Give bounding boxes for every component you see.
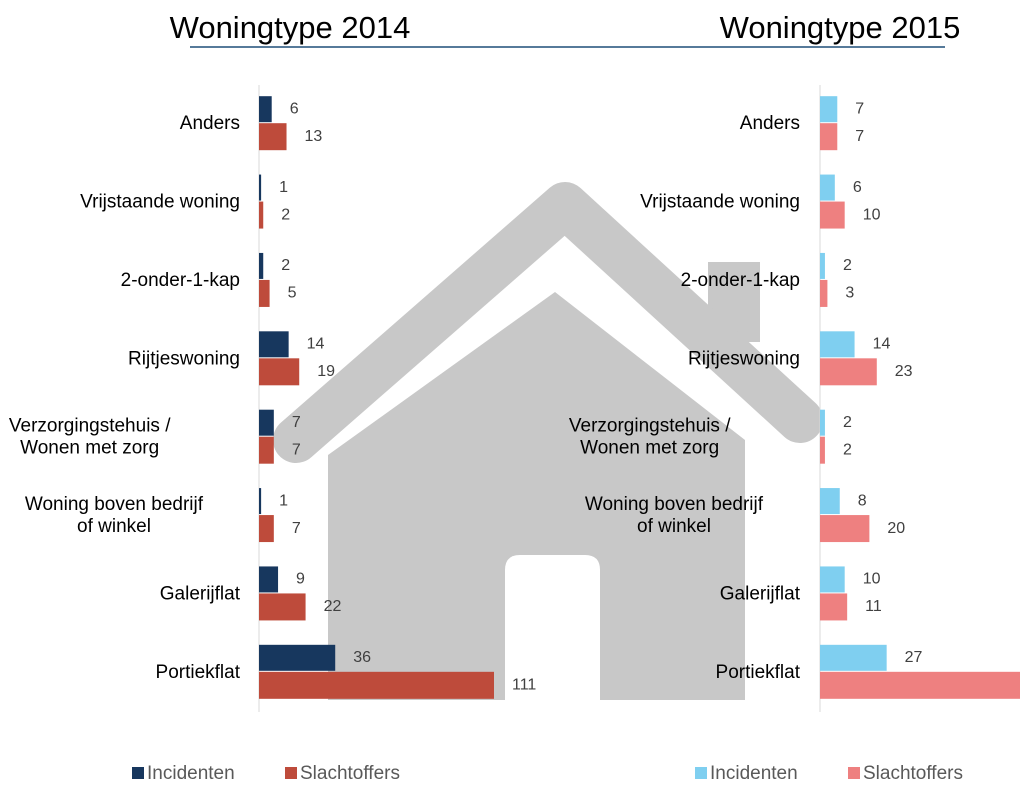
value-label: 7 [292,520,301,537]
category-label-line: of winkel [77,516,151,537]
bar [259,515,274,542]
category-label-line: Verzorgingstehuis / [9,416,171,437]
bar [820,358,877,385]
bar [820,123,837,150]
category-label: Verzorgingstehuis /Wonen met zorg [569,416,731,459]
category-label: Rijtjeswoning [128,348,240,369]
category-label: Portiekflat [716,662,801,683]
bar [259,331,289,357]
value-label: 10 [863,571,881,588]
value-label: 2 [281,257,290,274]
bar [820,488,840,514]
bar [820,280,827,307]
value-label: 7 [292,414,301,431]
value-label: 6 [290,100,299,117]
value-label: 2 [281,206,290,223]
value-label: 7 [855,128,864,145]
category-label: 2-onder-1-kap [121,270,240,291]
legend-label: Incidenten [147,763,235,784]
bar [259,672,494,699]
bar [820,437,825,464]
legend-swatch [285,767,297,779]
value-label: 2 [843,441,852,458]
value-label: 1 [279,492,288,509]
value-label: 1 [279,179,288,196]
category-label: Vrijstaande woning [640,192,800,213]
value-label: 3 [845,285,854,302]
value-label: 2 [843,257,852,274]
bar [259,358,299,385]
value-label: 9 [296,571,305,588]
bar [820,566,845,592]
value-label: 19 [317,363,335,380]
bar [820,175,835,201]
value-label: 10 [863,206,881,223]
value-label: 111 [512,677,536,694]
legend-label: Incidenten [710,763,798,784]
value-label: 11 [865,598,882,615]
value-label: 22 [324,598,342,615]
bar [820,672,1020,699]
bar [259,202,263,229]
bar [259,593,306,620]
bar [259,96,272,122]
value-label: 7 [855,100,864,117]
bar [259,437,274,464]
bar [259,280,270,307]
chart-title: Woningtype 2015 [720,10,961,45]
bar [820,202,845,229]
value-label: 7 [292,441,301,458]
bar [259,175,261,201]
value-label: 20 [887,520,905,537]
category-label: Verzorgingstehuis /Wonen met zorg [9,416,171,459]
category-label-line: Woning boven bedrijf [585,494,764,515]
legend-swatch [132,767,144,779]
legend-swatch [695,767,707,779]
value-label: 13 [305,128,323,145]
category-label: 2-onder-1-kap [681,270,800,291]
value-label: 36 [353,649,371,666]
value-label: 23 [895,363,913,380]
category-label: Anders [180,113,240,134]
bar [259,566,278,592]
category-label: Anders [740,113,800,134]
chart-title: Woningtype 2014 [170,10,411,45]
value-label: 6 [853,179,862,196]
bar [259,123,287,150]
legend-swatch [848,767,860,779]
bar [820,331,855,357]
category-label-line: of winkel [637,516,711,537]
bar [820,593,847,620]
legend-label: Slachtoffers [863,763,963,784]
value-label: 14 [873,336,891,353]
category-label: Galerijflat [720,583,801,604]
value-label: 5 [288,285,297,302]
bar [259,253,263,279]
category-label: Galerijflat [160,583,241,604]
category-label-line: Wonen met zorg [20,438,159,459]
page: Woningtype 2014Anders613Vrijstaande woni… [0,0,1032,785]
bar [820,645,887,671]
bar [259,488,261,514]
category-label-line: Verzorgingstehuis / [569,416,731,437]
category-label: Portiekflat [156,662,241,683]
value-label: 27 [905,649,923,666]
bar [820,410,825,436]
legend-label: Slachtoffers [300,763,400,784]
bar [259,410,274,436]
bar [820,515,869,542]
value-label: 8 [858,492,867,509]
bar [259,645,335,671]
category-label-line: Wonen met zorg [580,438,719,459]
category-label-line: Woning boven bedrijf [25,494,204,515]
value-label: 14 [307,336,325,353]
value-label: 2 [843,414,852,431]
bar [820,253,825,279]
category-label: Rijtjeswoning [688,348,800,369]
category-label: Vrijstaande woning [80,192,240,213]
bar [820,96,837,122]
